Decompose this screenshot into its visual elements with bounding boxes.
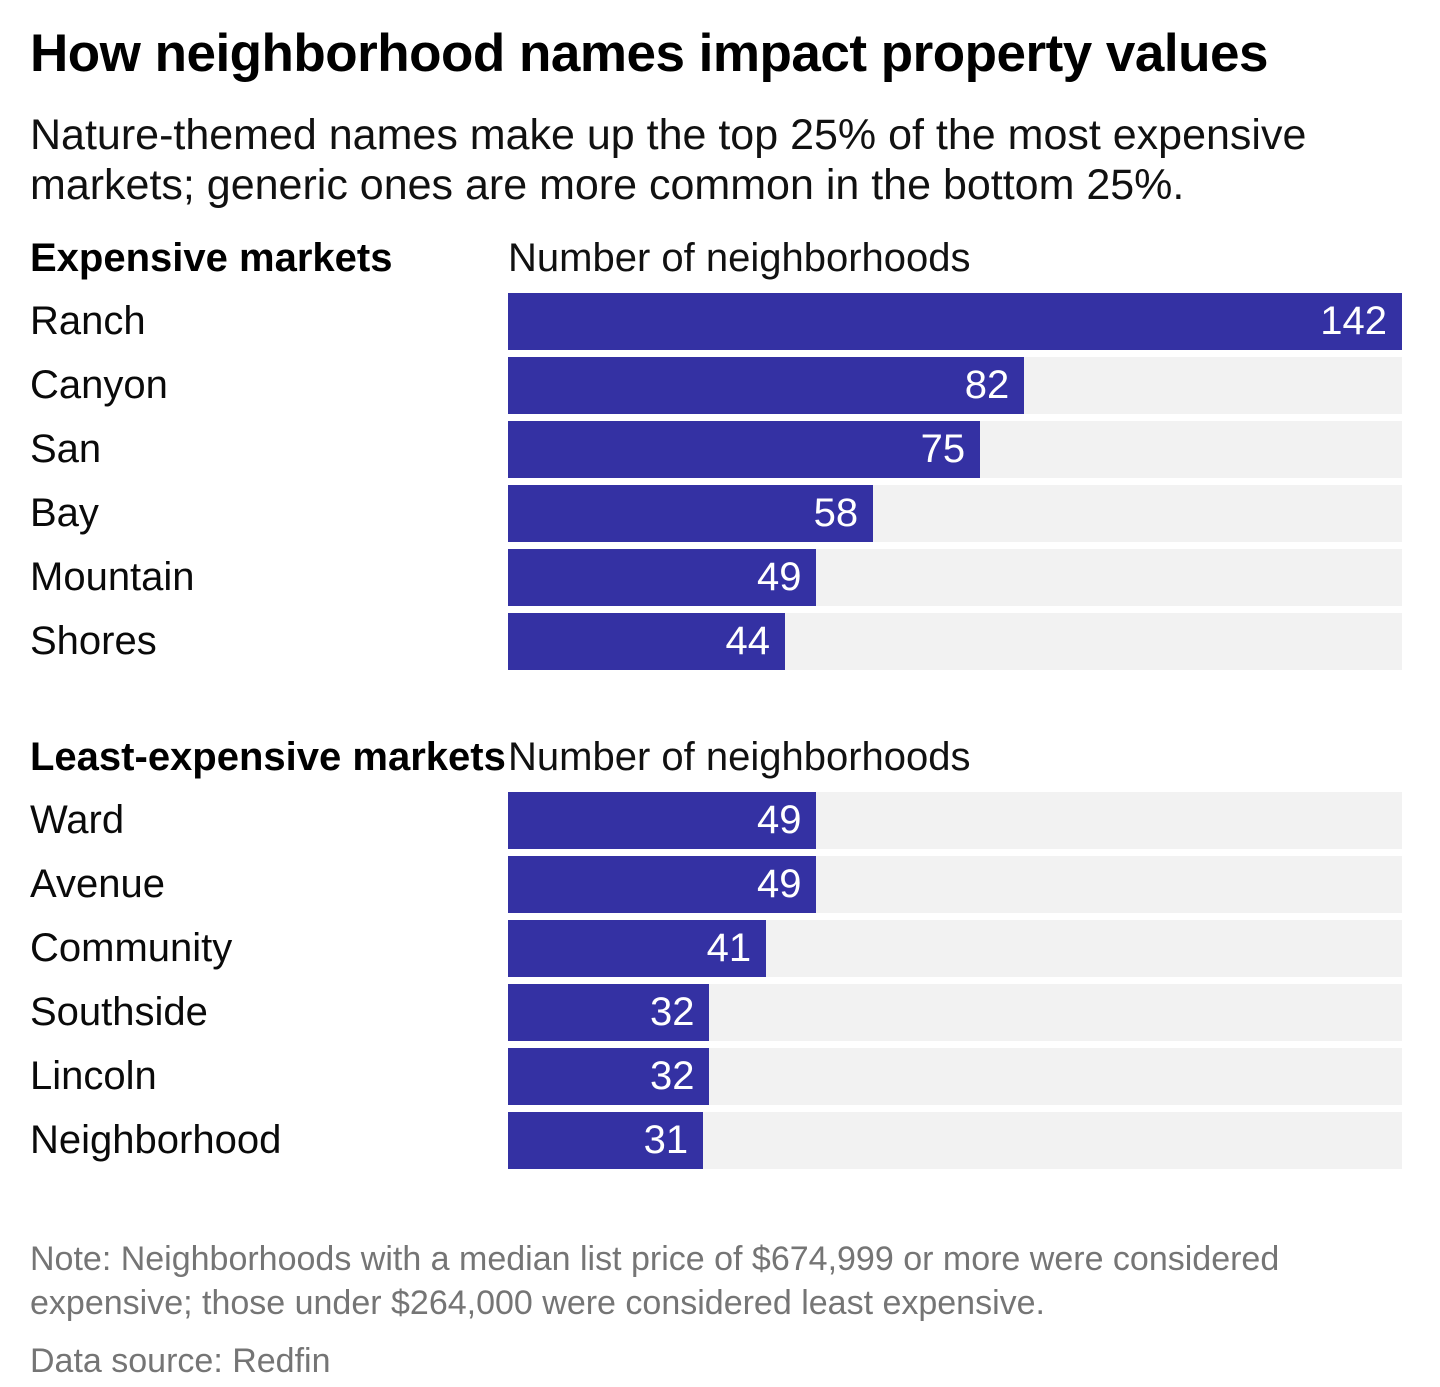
bar-value-label: 44 bbox=[725, 619, 771, 664]
bar-value-label: 49 bbox=[756, 555, 802, 600]
bar-fill: 58 bbox=[508, 484, 874, 542]
bar-fill: 44 bbox=[508, 612, 785, 670]
bar-row-mountain: Mountain 49 bbox=[30, 548, 1402, 606]
bar-fill: 49 bbox=[508, 548, 817, 606]
row-label: Avenue bbox=[30, 862, 165, 907]
row-label: Canyon bbox=[30, 363, 168, 408]
section-title: Least-expensive markets bbox=[30, 734, 506, 779]
chart-note: Note: Neighborhoods with a median list p… bbox=[30, 1239, 1280, 1322]
bar-track: 58 bbox=[508, 484, 1402, 542]
bar-track: 32 bbox=[508, 1047, 1402, 1105]
bar-track: 75 bbox=[508, 420, 1402, 478]
bar-row-ward: Ward 49 bbox=[30, 791, 1402, 849]
bar-track: 142 bbox=[508, 292, 1402, 350]
bar-row-canyon: Canyon 82 bbox=[30, 356, 1402, 414]
bar-row-shores: Shores 44 bbox=[30, 612, 1402, 670]
value-axis-label: Number of neighborhoods bbox=[508, 734, 971, 779]
bar-fill: 41 bbox=[508, 919, 767, 977]
bar-value-label: 32 bbox=[649, 1054, 695, 1099]
value-axis-label: Number of neighborhoods bbox=[508, 235, 971, 280]
bar-fill: 32 bbox=[508, 983, 710, 1041]
bar-row-avenue: Avenue 49 bbox=[30, 855, 1402, 913]
row-label: San bbox=[30, 427, 102, 472]
bar-fill: 82 bbox=[508, 356, 1025, 414]
bar-row-neighborhood: Neighborhood 31 bbox=[30, 1111, 1402, 1169]
bar-fill: 32 bbox=[508, 1047, 710, 1105]
bar-row-bay: Bay 58 bbox=[30, 484, 1402, 542]
bar-value-label: 49 bbox=[756, 862, 802, 907]
bar-value-label: 32 bbox=[649, 990, 695, 1035]
section-expensive-markets: Expensive markets Number of neighborhood… bbox=[30, 235, 1402, 670]
bar-row-community: Community 41 bbox=[30, 919, 1402, 977]
bar-fill: 75 bbox=[508, 420, 981, 478]
row-label: Ranch bbox=[30, 299, 146, 344]
section-title: Expensive markets bbox=[30, 235, 393, 280]
row-label: Neighborhood bbox=[30, 1118, 282, 1163]
chart-title: How neighborhood names impact property v… bbox=[30, 24, 1268, 83]
bar-fill: 49 bbox=[508, 791, 817, 849]
section-header: Expensive markets Number of neighborhood… bbox=[30, 235, 1402, 281]
bar-track: 82 bbox=[508, 356, 1402, 414]
bar-value-label: 75 bbox=[920, 427, 966, 472]
bar-track: 49 bbox=[508, 548, 1402, 606]
bar-value-label: 82 bbox=[964, 363, 1010, 408]
bar-fill: 142 bbox=[508, 292, 1402, 350]
bar-value-label: 58 bbox=[813, 491, 859, 536]
bar-track: 49 bbox=[508, 855, 1402, 913]
row-label: Lincoln bbox=[30, 1054, 157, 1099]
bar-value-label: 41 bbox=[706, 926, 752, 971]
bar-track: 49 bbox=[508, 791, 1402, 849]
row-label: Mountain bbox=[30, 555, 195, 600]
bar-track: 31 bbox=[508, 1111, 1402, 1169]
bar-row-ranch: Ranch 142 bbox=[30, 292, 1402, 350]
section-header: Least-expensive markets Number of neighb… bbox=[30, 734, 1402, 780]
section-least-expensive-markets: Least-expensive markets Number of neighb… bbox=[30, 734, 1402, 1169]
bar-fill: 49 bbox=[508, 855, 817, 913]
bar-track: 41 bbox=[508, 919, 1402, 977]
bar-value-label: 31 bbox=[643, 1118, 689, 1163]
bar-value-label: 142 bbox=[1320, 299, 1387, 344]
data-source: Data source: Redfin bbox=[30, 1342, 331, 1381]
bar-row-southside: Southside 32 bbox=[30, 983, 1402, 1041]
row-label: Bay bbox=[30, 491, 99, 536]
bar-rows: Ward 49 Avenue 49 Community bbox=[30, 791, 1402, 1169]
bar-fill: 31 bbox=[508, 1111, 704, 1169]
row-label: Shores bbox=[30, 619, 157, 664]
row-label: Ward bbox=[30, 798, 125, 843]
row-label: Community bbox=[30, 926, 233, 971]
chart-subtitle: Nature-themed names make up the top 25% … bbox=[30, 110, 1307, 209]
bar-rows: Ranch 142 Canyon 82 San bbox=[30, 292, 1402, 670]
bar-track: 32 bbox=[508, 983, 1402, 1041]
bar-track: 44 bbox=[508, 612, 1402, 670]
bar-row-lincoln: Lincoln 32 bbox=[30, 1047, 1402, 1105]
bar-value-label: 49 bbox=[756, 798, 802, 843]
row-label: Southside bbox=[30, 990, 208, 1035]
bar-row-san: San 75 bbox=[30, 420, 1402, 478]
